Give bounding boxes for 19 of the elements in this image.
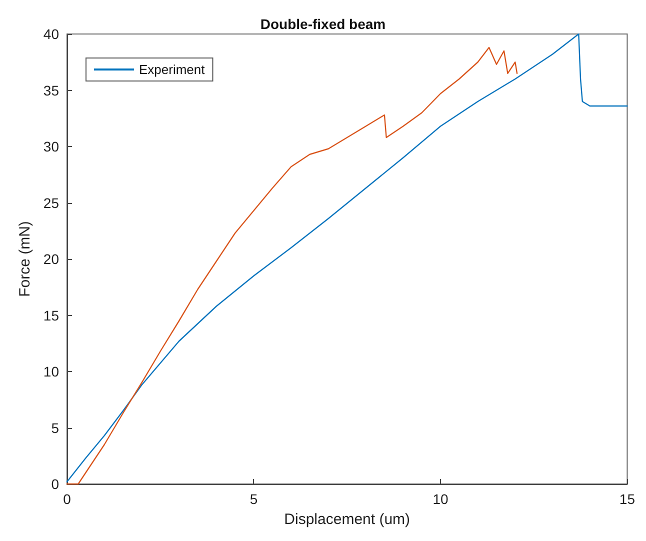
x-tick-label: 10 [432,491,448,507]
x-tick-label: 15 [619,491,636,507]
line-series [66,46,518,485]
legend-label: Experiment [139,62,206,77]
y-tick-label: 35 [43,82,60,98]
chart-title: Double-fixed beam [260,16,386,32]
y-tick-label: 30 [43,138,60,154]
y-tick-label: 25 [43,194,60,211]
line-series [66,33,628,482]
y-tick-label: 5 [51,420,60,436]
x-tick-label: 0 [63,491,72,507]
y-axis-title: Force (mN) [16,221,34,297]
y-tick-label: 20 [43,251,60,267]
y-tick-label: 10 [43,364,60,380]
x-axis-title: Displacement (um) [284,511,410,528]
y-tick-label: 0 [51,476,60,492]
y-tick-label: 40 [43,26,60,42]
y-tick-label: 15 [43,307,60,324]
x-tick-label: 5 [250,491,258,507]
